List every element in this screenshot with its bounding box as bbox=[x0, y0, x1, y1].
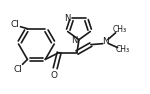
Text: N: N bbox=[64, 14, 70, 23]
Text: O: O bbox=[51, 71, 58, 80]
Text: Cl: Cl bbox=[13, 65, 22, 74]
Text: N: N bbox=[102, 37, 109, 46]
Text: N: N bbox=[71, 36, 77, 45]
Text: Cl: Cl bbox=[10, 20, 19, 29]
Text: CH₃: CH₃ bbox=[112, 25, 127, 34]
Text: CH₃: CH₃ bbox=[116, 45, 130, 54]
